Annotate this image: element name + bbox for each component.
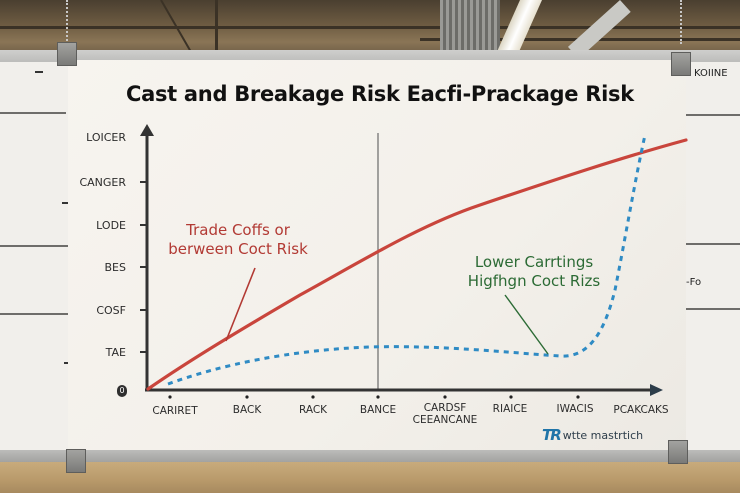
edge-label-text: Fo [689, 277, 702, 288]
annotation-leader-green [504, 294, 549, 355]
x-axis-ticks [168, 395, 580, 399]
left-side-panel [0, 62, 68, 454]
annotation-red-line: Trade Coffs or [186, 221, 290, 239]
chart-title: Cast and Breakage Risk Eacfi-Prackage Ri… [126, 82, 634, 106]
poster-clip [66, 449, 86, 473]
annotation-red: Trade Coffs or berween Coct Risk [158, 221, 318, 259]
x-tick-label: RACK [298, 404, 328, 416]
poster-clip [668, 440, 688, 464]
side-panel-line [0, 112, 66, 114]
side-tick [62, 202, 70, 204]
bottom-rail [0, 450, 740, 464]
edge-label-top-right: KOIINE [694, 68, 728, 79]
y-tick-label: COSF [96, 304, 126, 317]
y-zero-marker: 0 [117, 385, 127, 397]
edge-label-right-middle: -Fo [686, 277, 702, 288]
ceiling-ducts [440, 0, 500, 56]
hanging-chain [66, 0, 72, 44]
y-tick-label: BES [104, 261, 126, 274]
x-tick-label: BACK [232, 404, 262, 416]
side-panel-line [0, 245, 70, 247]
right-side-panel [686, 62, 740, 454]
series-red-line [146, 138, 688, 391]
x-axis-arrow-icon [650, 384, 663, 396]
hanging-chain [680, 0, 686, 44]
chart-poster [68, 60, 686, 452]
annotation-leader-red [225, 267, 256, 342]
ceiling-beam [215, 0, 218, 50]
tr-logo-icon: TR [542, 426, 562, 444]
x-tick-label: CARIRET [152, 405, 198, 417]
y-tick-label: TAE [105, 346, 126, 359]
side-tick [35, 71, 43, 73]
y-tick-label: CANGER [79, 176, 126, 189]
y-axis-ticks [140, 181, 147, 353]
brand-logo: TR wtte mastrtich [542, 426, 643, 444]
logo-text: wtte mastrtich [562, 428, 644, 442]
side-panel-line [686, 243, 740, 245]
x-tick-label-line: CEEANCANE [412, 414, 478, 426]
x-tick-label-line: CARDSF [423, 402, 467, 414]
x-tick-label: CARDSF CEEANCANE [400, 402, 490, 426]
y-tick-label: LODE [96, 219, 126, 232]
annotation-green-line: Higfhgn Coct Rizs [467, 272, 601, 290]
annotation-green-line: Lower Carrtings [474, 253, 594, 271]
wooden-floor [0, 462, 740, 493]
ceiling-background [0, 0, 740, 56]
side-panel-line [686, 308, 740, 310]
side-panel-line [0, 313, 72, 315]
annotation-red-line: berween Coct Risk [168, 240, 308, 258]
poster-clip [671, 52, 691, 76]
y-axis-arrow-icon [140, 124, 154, 136]
ceiling-beam [0, 26, 740, 29]
y-tick-label: LOICER [86, 131, 126, 144]
side-panel-line [686, 114, 740, 116]
x-tick-label: PCAKCAKS [613, 404, 669, 416]
x-tick-label: IWACIS [556, 403, 594, 415]
x-tick-label: RIAICE [492, 403, 528, 415]
poster-clip [57, 42, 77, 66]
x-tick-label: BANCE [359, 404, 397, 416]
annotation-green: Lower Carrtings Higfhgn Coct Rizs [455, 253, 613, 291]
